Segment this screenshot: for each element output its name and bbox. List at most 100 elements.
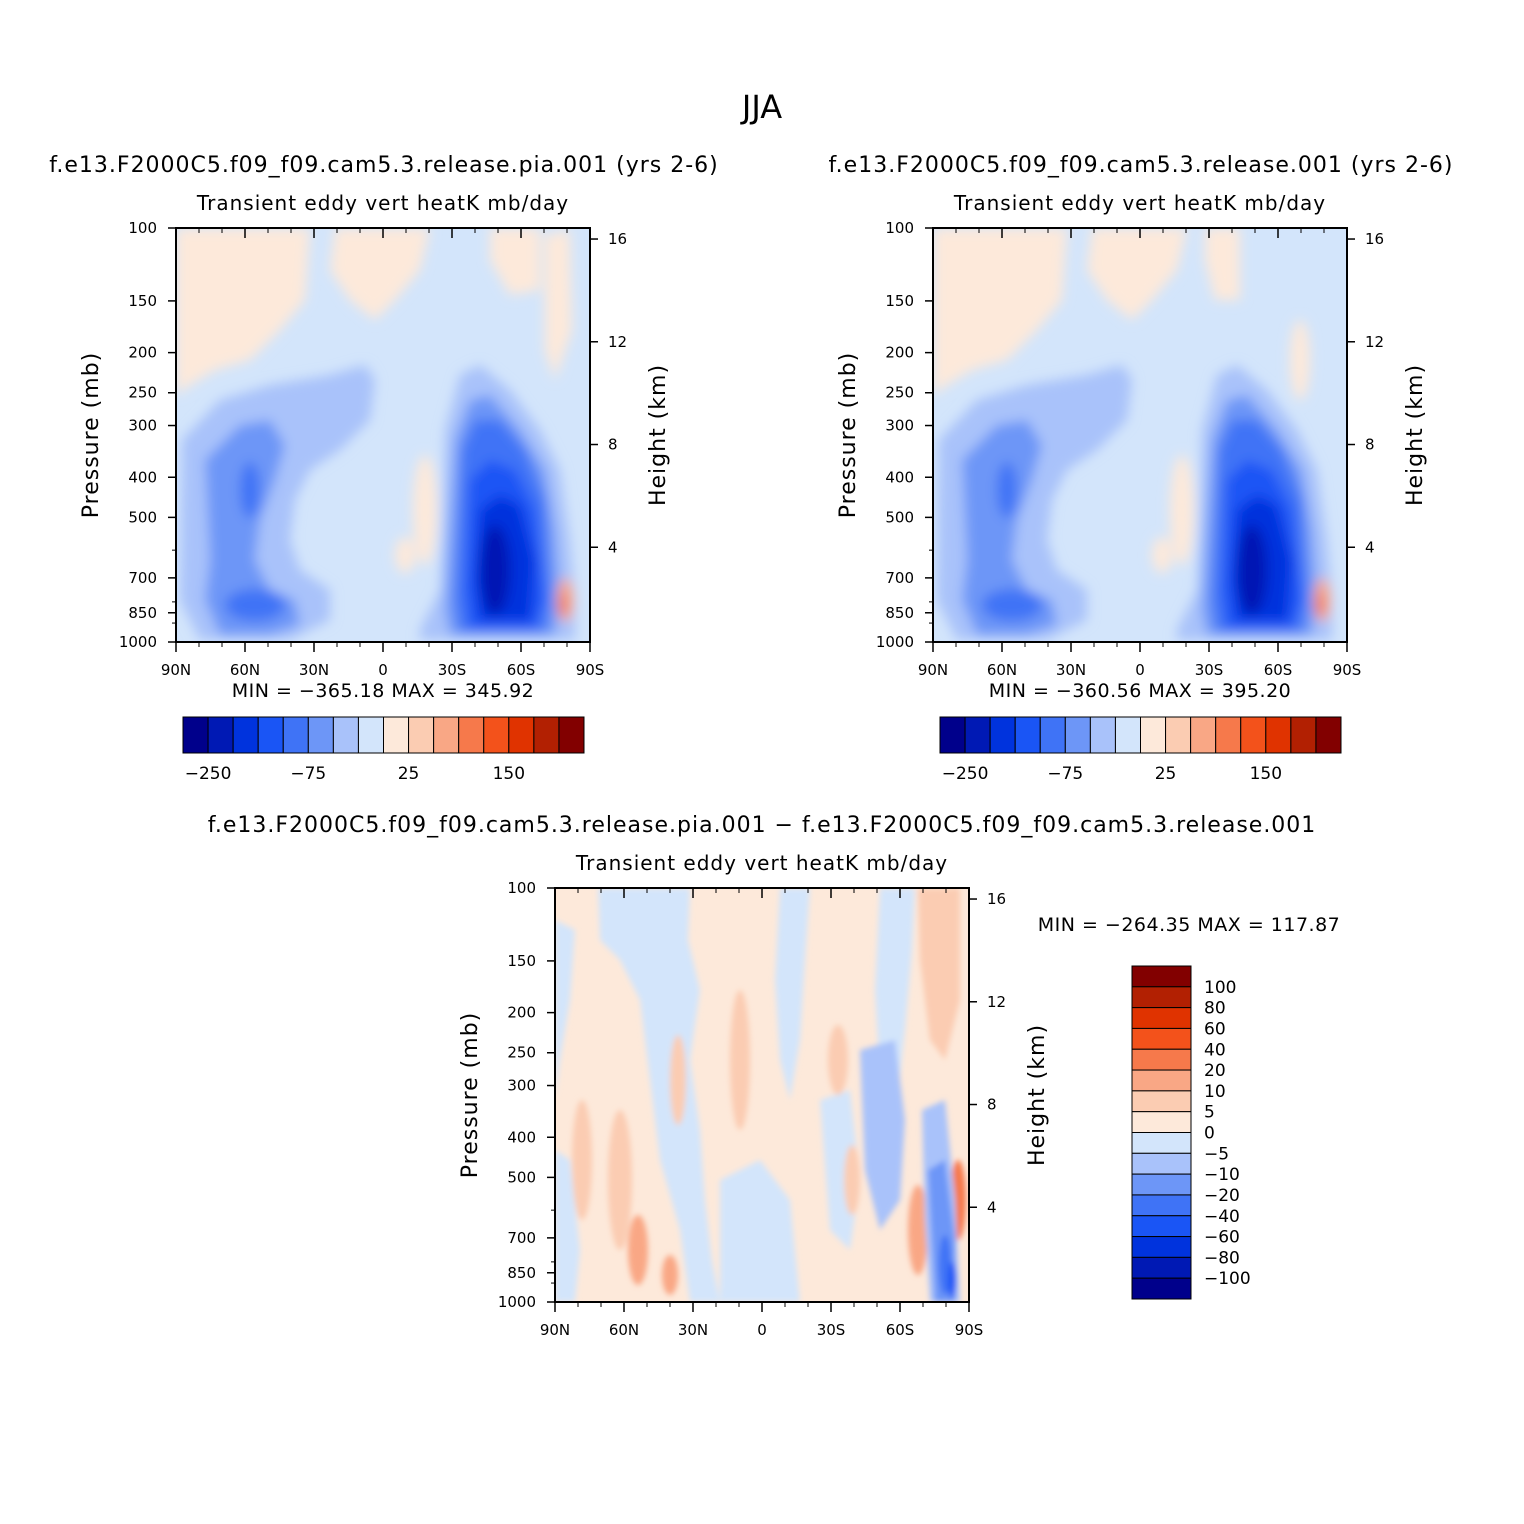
pressure-tick-label: 1000	[876, 633, 914, 651]
colorbar-label: 10	[1204, 1082, 1226, 1102]
colorbar-swatch	[307, 716, 334, 754]
colorbar-swatch	[357, 716, 384, 754]
colorbar-label: 150	[493, 764, 525, 784]
colorbar-label: −75	[1047, 764, 1083, 784]
colorbar-control: −250 −75 25 150	[939, 716, 1342, 784]
height-tick-label: 12	[1365, 333, 1384, 351]
height-tick-label: 8	[987, 1096, 997, 1114]
lat-tick-label: 90S	[1333, 661, 1362, 679]
colorbar-swatch	[533, 716, 560, 754]
lat-tick-label: 30S	[1195, 661, 1224, 679]
panel-diff: f.e13.F2000C5.f09_f09.cam5.3.release.pia…	[208, 813, 1340, 1303]
colorbar-label: 25	[1155, 764, 1177, 784]
lat-tick-label: 0	[378, 661, 388, 679]
colorbar-swatch	[1131, 1152, 1192, 1175]
panel-diff-title: f.e13.F2000C5.f09_f09.cam5.3.release.pia…	[208, 813, 1317, 838]
panel-control-title: f.e13.F2000C5.f09_f09.cam5.3.release.001…	[829, 153, 1454, 178]
y2-axis-label: Height (km)	[1403, 364, 1428, 506]
colorbar-label: 5	[1204, 1103, 1215, 1123]
lat-tick-label: 90S	[955, 1321, 984, 1339]
lat-tick-label: 90N	[918, 661, 948, 679]
lat-tick-label: 60S	[507, 661, 536, 679]
pressure-tick-label: 100	[128, 219, 157, 237]
height-tick-label: 4	[987, 1198, 997, 1216]
colorbar-swatch	[1290, 716, 1317, 754]
height-tick-label: 8	[1365, 436, 1375, 454]
y-axis-label: Pressure (mb)	[458, 1012, 483, 1179]
colorbar-swatch	[1131, 1111, 1192, 1133]
pressure-tick-label: 150	[128, 292, 157, 310]
panel-test-minmax: MIN = −365.18 MAX = 345.92	[232, 680, 535, 702]
colorbar-swatch	[1131, 1277, 1192, 1300]
panel-test-field	[176, 228, 590, 642]
colorbar-swatch	[964, 716, 991, 754]
lat-tick-label: 30S	[817, 1321, 846, 1339]
colorbar-swatch	[232, 716, 259, 754]
height-tick-label: 16	[987, 890, 1006, 908]
lat-tick-label: 0	[757, 1321, 767, 1339]
y-axis-label: Pressure (mb)	[79, 352, 104, 519]
colorbar-swatch	[1265, 716, 1292, 754]
colorbar-label: −5	[1204, 1144, 1229, 1164]
colorbar-swatch	[1215, 716, 1242, 754]
colorbar-label: −20	[1204, 1186, 1240, 1206]
colorbar-swatch	[1131, 986, 1192, 1009]
pressure-tick-label: 100	[507, 879, 536, 897]
panel-control-subtitle: Transient eddy vert heatK mb/day	[953, 191, 1326, 215]
pressure-tick-label: 200	[507, 1004, 536, 1022]
colorbar-swatch	[1014, 716, 1041, 754]
colorbar-swatch	[1131, 1236, 1192, 1258]
colorbar-swatch	[282, 716, 309, 754]
colorbar-label: −75	[290, 764, 326, 784]
pressure-tick-label: 1000	[119, 633, 157, 651]
lat-tick-label: 60S	[1264, 661, 1293, 679]
lat-tick-label: 90N	[540, 1321, 570, 1339]
height-tick-label: 12	[987, 993, 1006, 1011]
pressure-tick-label: 850	[128, 604, 157, 622]
pressure-tick-label: 1000	[498, 1293, 536, 1311]
colorbar-swatch	[1140, 716, 1167, 754]
pressure-tick-label: 250	[507, 1044, 536, 1062]
colorbar-swatch	[1131, 1090, 1192, 1113]
colorbar-test: −250 −75 25 150	[182, 716, 585, 784]
pressure-tick-label: 150	[507, 952, 536, 970]
colorbar-label: 80	[1204, 999, 1226, 1019]
pressure-tick-label: 300	[507, 1077, 536, 1095]
height-tick-label: 4	[1365, 538, 1375, 556]
colorbar-swatch	[939, 716, 966, 754]
colorbar-swatch	[1131, 1027, 1192, 1050]
panel-diff-field	[555, 888, 969, 1302]
pressure-tick-label: 850	[885, 604, 914, 622]
colorbar-swatch	[408, 716, 435, 754]
colorbar-label: 150	[1250, 764, 1282, 784]
colorbar-swatch	[1315, 716, 1342, 754]
colorbar-swatch	[383, 716, 410, 754]
pressure-tick-label: 150	[885, 292, 914, 310]
pressure-tick-label: 500	[885, 508, 914, 526]
colorbar-label: 0	[1204, 1124, 1215, 1144]
colorbar-label: 60	[1204, 1019, 1226, 1039]
colorbar-swatch	[1131, 1194, 1192, 1217]
pressure-tick-label: 400	[128, 468, 157, 486]
colorbar-swatch	[182, 716, 209, 754]
axes-diff: 100 150 200 250 300 400 500 700 850 1000 16 12 8 4 90N…	[458, 879, 1050, 1339]
colorbar-swatch	[1131, 1007, 1192, 1029]
pressure-tick-label: 850	[507, 1264, 536, 1282]
pressure-tick-label: 300	[128, 417, 157, 435]
colorbars: −250 −75 25 150 −250 −75 25 150100806040201050−…	[182, 716, 1342, 1300]
colorbar-swatch	[1190, 716, 1217, 754]
colorbar-swatch	[458, 716, 485, 754]
colorbar-swatch	[558, 716, 585, 754]
y2-axis-label: Height (km)	[646, 364, 671, 506]
height-tick-label: 4	[608, 538, 618, 556]
colorbar-swatch	[1240, 716, 1267, 754]
figure-title: JJA	[740, 88, 782, 126]
colorbar-swatch	[433, 716, 460, 754]
lat-tick-label: 60S	[886, 1321, 915, 1339]
panel-control-minmax: MIN = −360.56 MAX = 395.20	[989, 680, 1292, 702]
lat-tick-label: 30S	[438, 661, 467, 679]
pressure-tick-label: 400	[885, 468, 914, 486]
panel-test-subtitle: Transient eddy vert heatK mb/day	[196, 191, 569, 215]
height-tick-label: 12	[608, 333, 627, 351]
lat-tick-label: 60N	[609, 1321, 639, 1339]
